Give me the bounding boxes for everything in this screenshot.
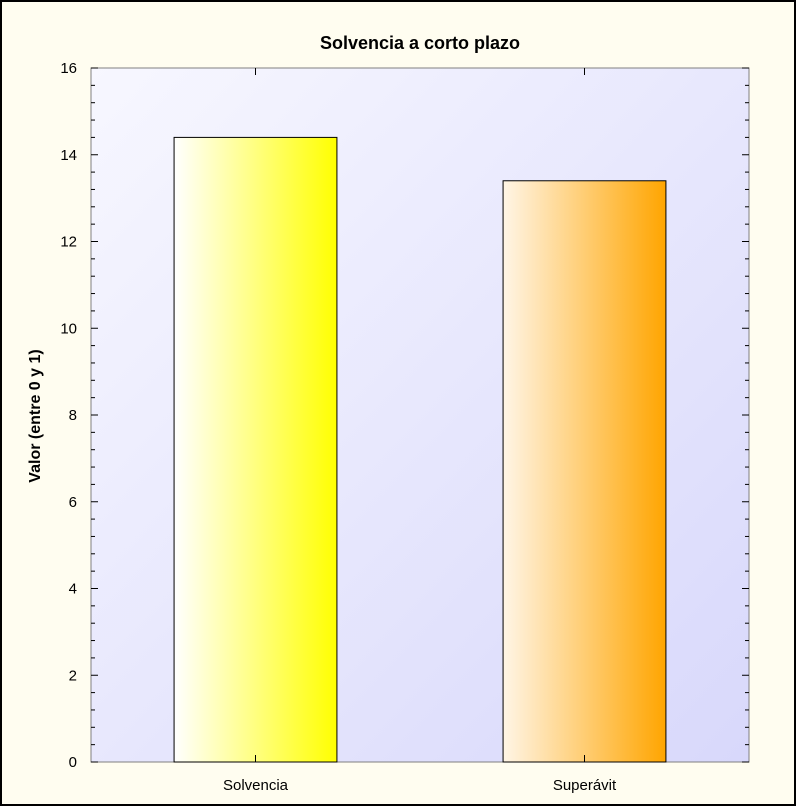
chart-title: Solvencia a corto plazo [320,33,520,53]
bar-1 [173,136,338,763]
y-tick-label: 12 [60,234,77,251]
y-tick-label: 10 [60,320,77,337]
ticks-layer [91,67,749,763]
y-tick-label: 0 [69,754,77,771]
y-axis-label: Valor (entre 0 y 1) [27,349,44,482]
x-category-label: Solvencia [223,777,289,794]
y-tick-label: 2 [69,667,77,684]
y-tick-label: 4 [69,581,77,598]
y-tick-label: 6 [69,494,77,511]
y-tick-label: 16 [60,60,77,77]
x-category-label: Superávit [553,777,617,794]
bar-2 [502,180,667,763]
bars-layer [173,136,667,763]
labels-layer: 0 2 4 6 8 10 12 14 16 Solvencia Superávit [60,60,617,794]
y-tick-label: 14 [60,147,77,164]
y-tick-label: 8 [69,407,77,424]
